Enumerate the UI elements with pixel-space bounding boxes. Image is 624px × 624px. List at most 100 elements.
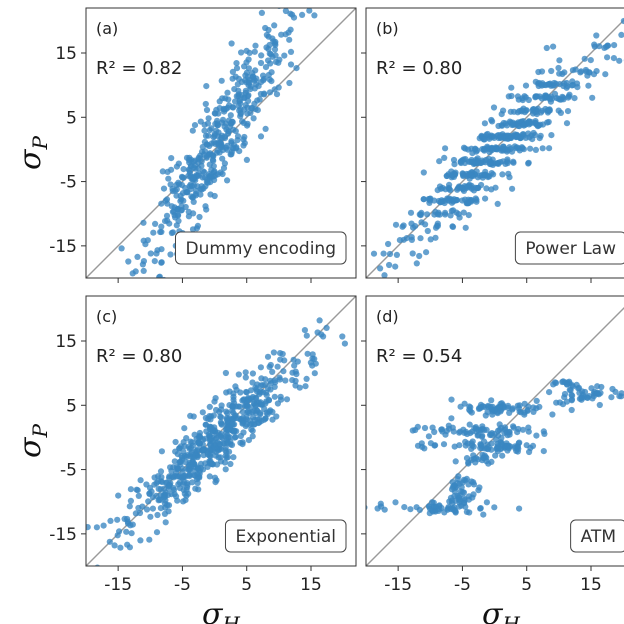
data-point <box>168 155 175 162</box>
data-point <box>482 195 489 202</box>
data-point <box>155 478 162 485</box>
data-point <box>488 397 495 404</box>
data-point <box>306 8 313 14</box>
data-point <box>196 213 203 221</box>
data-point <box>177 198 184 205</box>
data-point <box>158 259 165 266</box>
data-point <box>149 505 156 512</box>
data-point <box>214 122 221 129</box>
data-point <box>437 198 444 206</box>
data-point <box>252 42 259 49</box>
data-point <box>185 443 192 450</box>
data-point <box>539 121 547 128</box>
data-point <box>523 442 530 449</box>
data-point <box>489 118 496 125</box>
data-point <box>265 397 273 404</box>
data-point <box>224 177 231 184</box>
data-point <box>508 134 515 142</box>
data-point <box>124 518 131 525</box>
data-point <box>214 439 221 446</box>
data-point <box>497 408 504 415</box>
data-point <box>185 208 192 215</box>
data-point <box>114 532 121 539</box>
data-point <box>473 428 480 435</box>
data-point <box>509 121 516 128</box>
data-point <box>140 237 147 244</box>
data-point <box>475 487 482 494</box>
data-point <box>194 465 202 472</box>
data-point <box>504 432 511 439</box>
data-point <box>268 69 275 76</box>
data-point <box>456 503 463 510</box>
data-point <box>485 402 492 409</box>
data-point <box>262 376 269 383</box>
data-point <box>525 160 532 167</box>
data-point <box>125 258 132 265</box>
data-point <box>217 434 224 441</box>
data-point <box>206 413 213 420</box>
data-point <box>589 94 596 101</box>
data-point <box>460 209 467 216</box>
data-point <box>140 219 147 226</box>
data-point <box>287 48 295 56</box>
data-point <box>467 171 474 178</box>
data-point <box>533 111 541 118</box>
data-point <box>106 538 113 545</box>
data-point <box>158 474 165 481</box>
y-tick-label: -15 <box>49 237 77 257</box>
data-point <box>169 229 177 236</box>
data-point <box>518 108 525 115</box>
data-point <box>238 49 245 56</box>
data-point <box>283 396 291 403</box>
data-point <box>220 165 228 172</box>
data-point <box>533 432 540 439</box>
data-point <box>249 370 256 377</box>
data-point <box>456 214 463 221</box>
data-point <box>458 484 465 491</box>
data-point <box>513 447 520 454</box>
data-point <box>488 134 495 141</box>
data-point <box>249 409 256 416</box>
data-point <box>258 401 265 408</box>
data-point <box>175 179 182 186</box>
data-point <box>219 132 226 139</box>
y-tick-label: -5 <box>60 461 77 481</box>
data-point <box>568 82 576 89</box>
data-point <box>200 446 208 453</box>
data-point <box>311 370 318 377</box>
data-point <box>232 434 239 441</box>
data-point <box>224 432 231 439</box>
data-point <box>245 56 252 63</box>
data-point <box>299 11 306 18</box>
data-point <box>516 408 523 415</box>
data-point <box>441 154 448 161</box>
data-point <box>262 381 269 388</box>
data-point <box>424 211 431 218</box>
data-point <box>573 80 581 87</box>
data-point <box>160 185 168 192</box>
data-point <box>519 426 527 433</box>
data-point <box>539 145 546 152</box>
data-point <box>478 181 485 189</box>
data-point <box>257 59 265 67</box>
data-point <box>135 504 142 512</box>
r-squared-annotation: R² = 0.54 <box>376 346 462 367</box>
data-point <box>474 155 481 162</box>
data-point <box>505 402 512 409</box>
data-point <box>443 172 450 180</box>
data-point <box>616 57 623 64</box>
data-point <box>468 440 475 447</box>
data-point <box>311 355 318 363</box>
data-point <box>153 250 160 257</box>
data-point <box>219 170 226 178</box>
data-point <box>137 477 144 484</box>
data-point <box>201 435 208 442</box>
data-point <box>173 493 180 500</box>
data-point <box>158 448 165 455</box>
data-point <box>158 200 165 207</box>
data-point <box>425 433 432 440</box>
data-point <box>206 161 213 168</box>
data-point <box>446 185 453 192</box>
data-point <box>339 333 346 340</box>
data-point <box>237 389 244 396</box>
